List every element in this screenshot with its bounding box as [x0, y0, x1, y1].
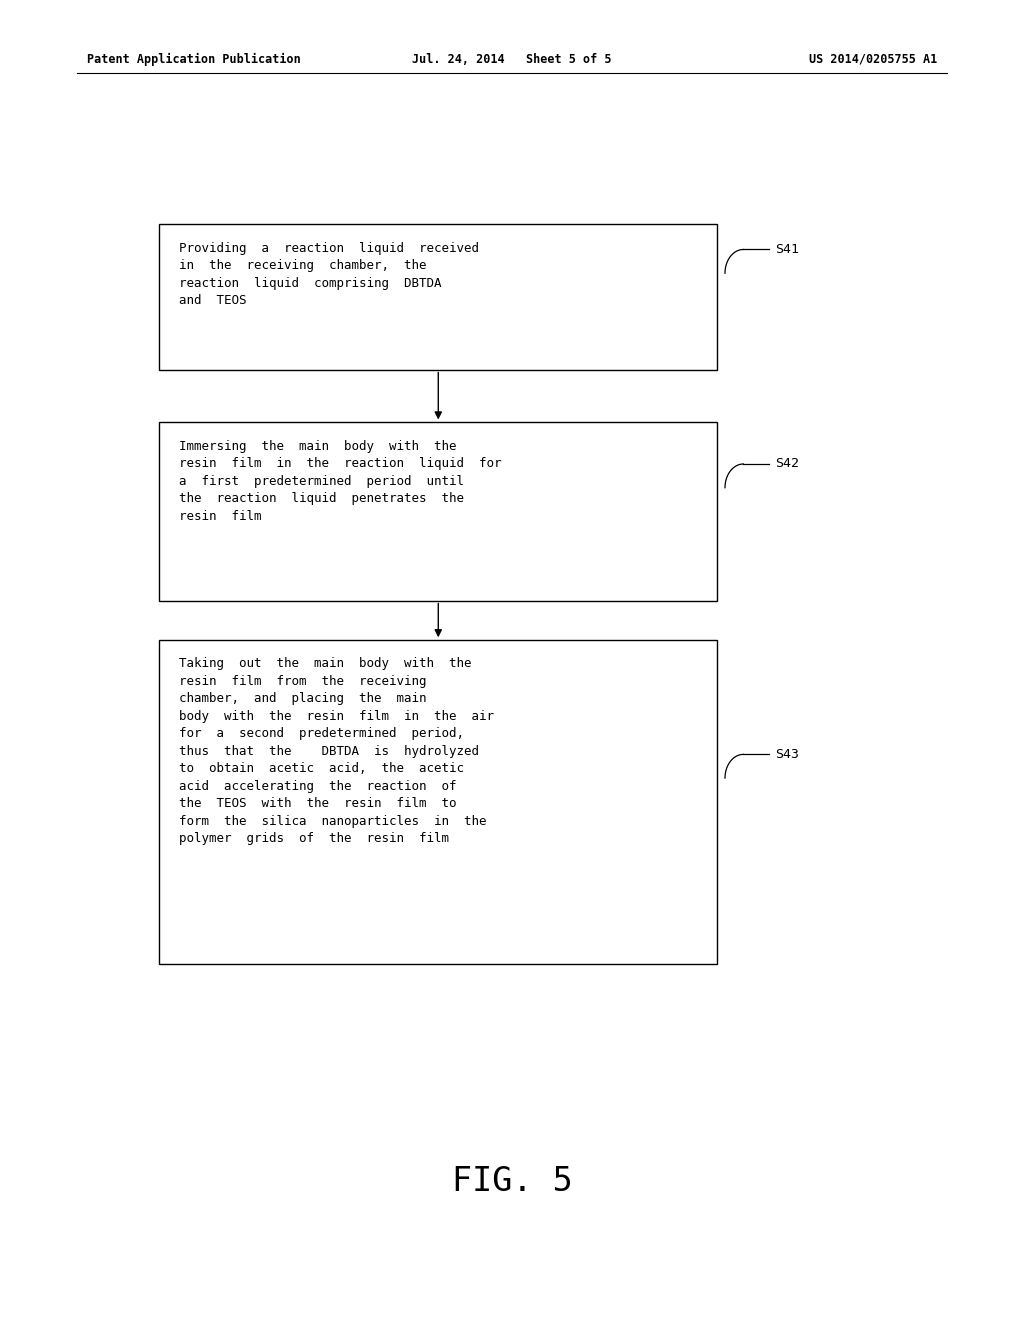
Text: Patent Application Publication: Patent Application Publication	[87, 53, 301, 66]
Text: Taking  out  the  main  body  with  the
resin  film  from  the  receiving
chambe: Taking out the main body with the resin …	[179, 657, 495, 845]
Text: US 2014/0205755 A1: US 2014/0205755 A1	[809, 53, 937, 66]
FancyBboxPatch shape	[159, 224, 717, 370]
Text: FIG. 5: FIG. 5	[452, 1166, 572, 1199]
Text: S42: S42	[775, 458, 799, 470]
Text: S43: S43	[775, 748, 799, 760]
FancyBboxPatch shape	[159, 640, 717, 964]
Text: S41: S41	[775, 243, 799, 256]
Text: Providing  a  reaction  liquid  received
in  the  receiving  chamber,  the
react: Providing a reaction liquid received in …	[179, 242, 479, 308]
Text: Jul. 24, 2014   Sheet 5 of 5: Jul. 24, 2014 Sheet 5 of 5	[413, 53, 611, 66]
Text: Immersing  the  main  body  with  the
resin  film  in  the  reaction  liquid  fo: Immersing the main body with the resin f…	[179, 440, 502, 523]
FancyBboxPatch shape	[159, 422, 717, 601]
